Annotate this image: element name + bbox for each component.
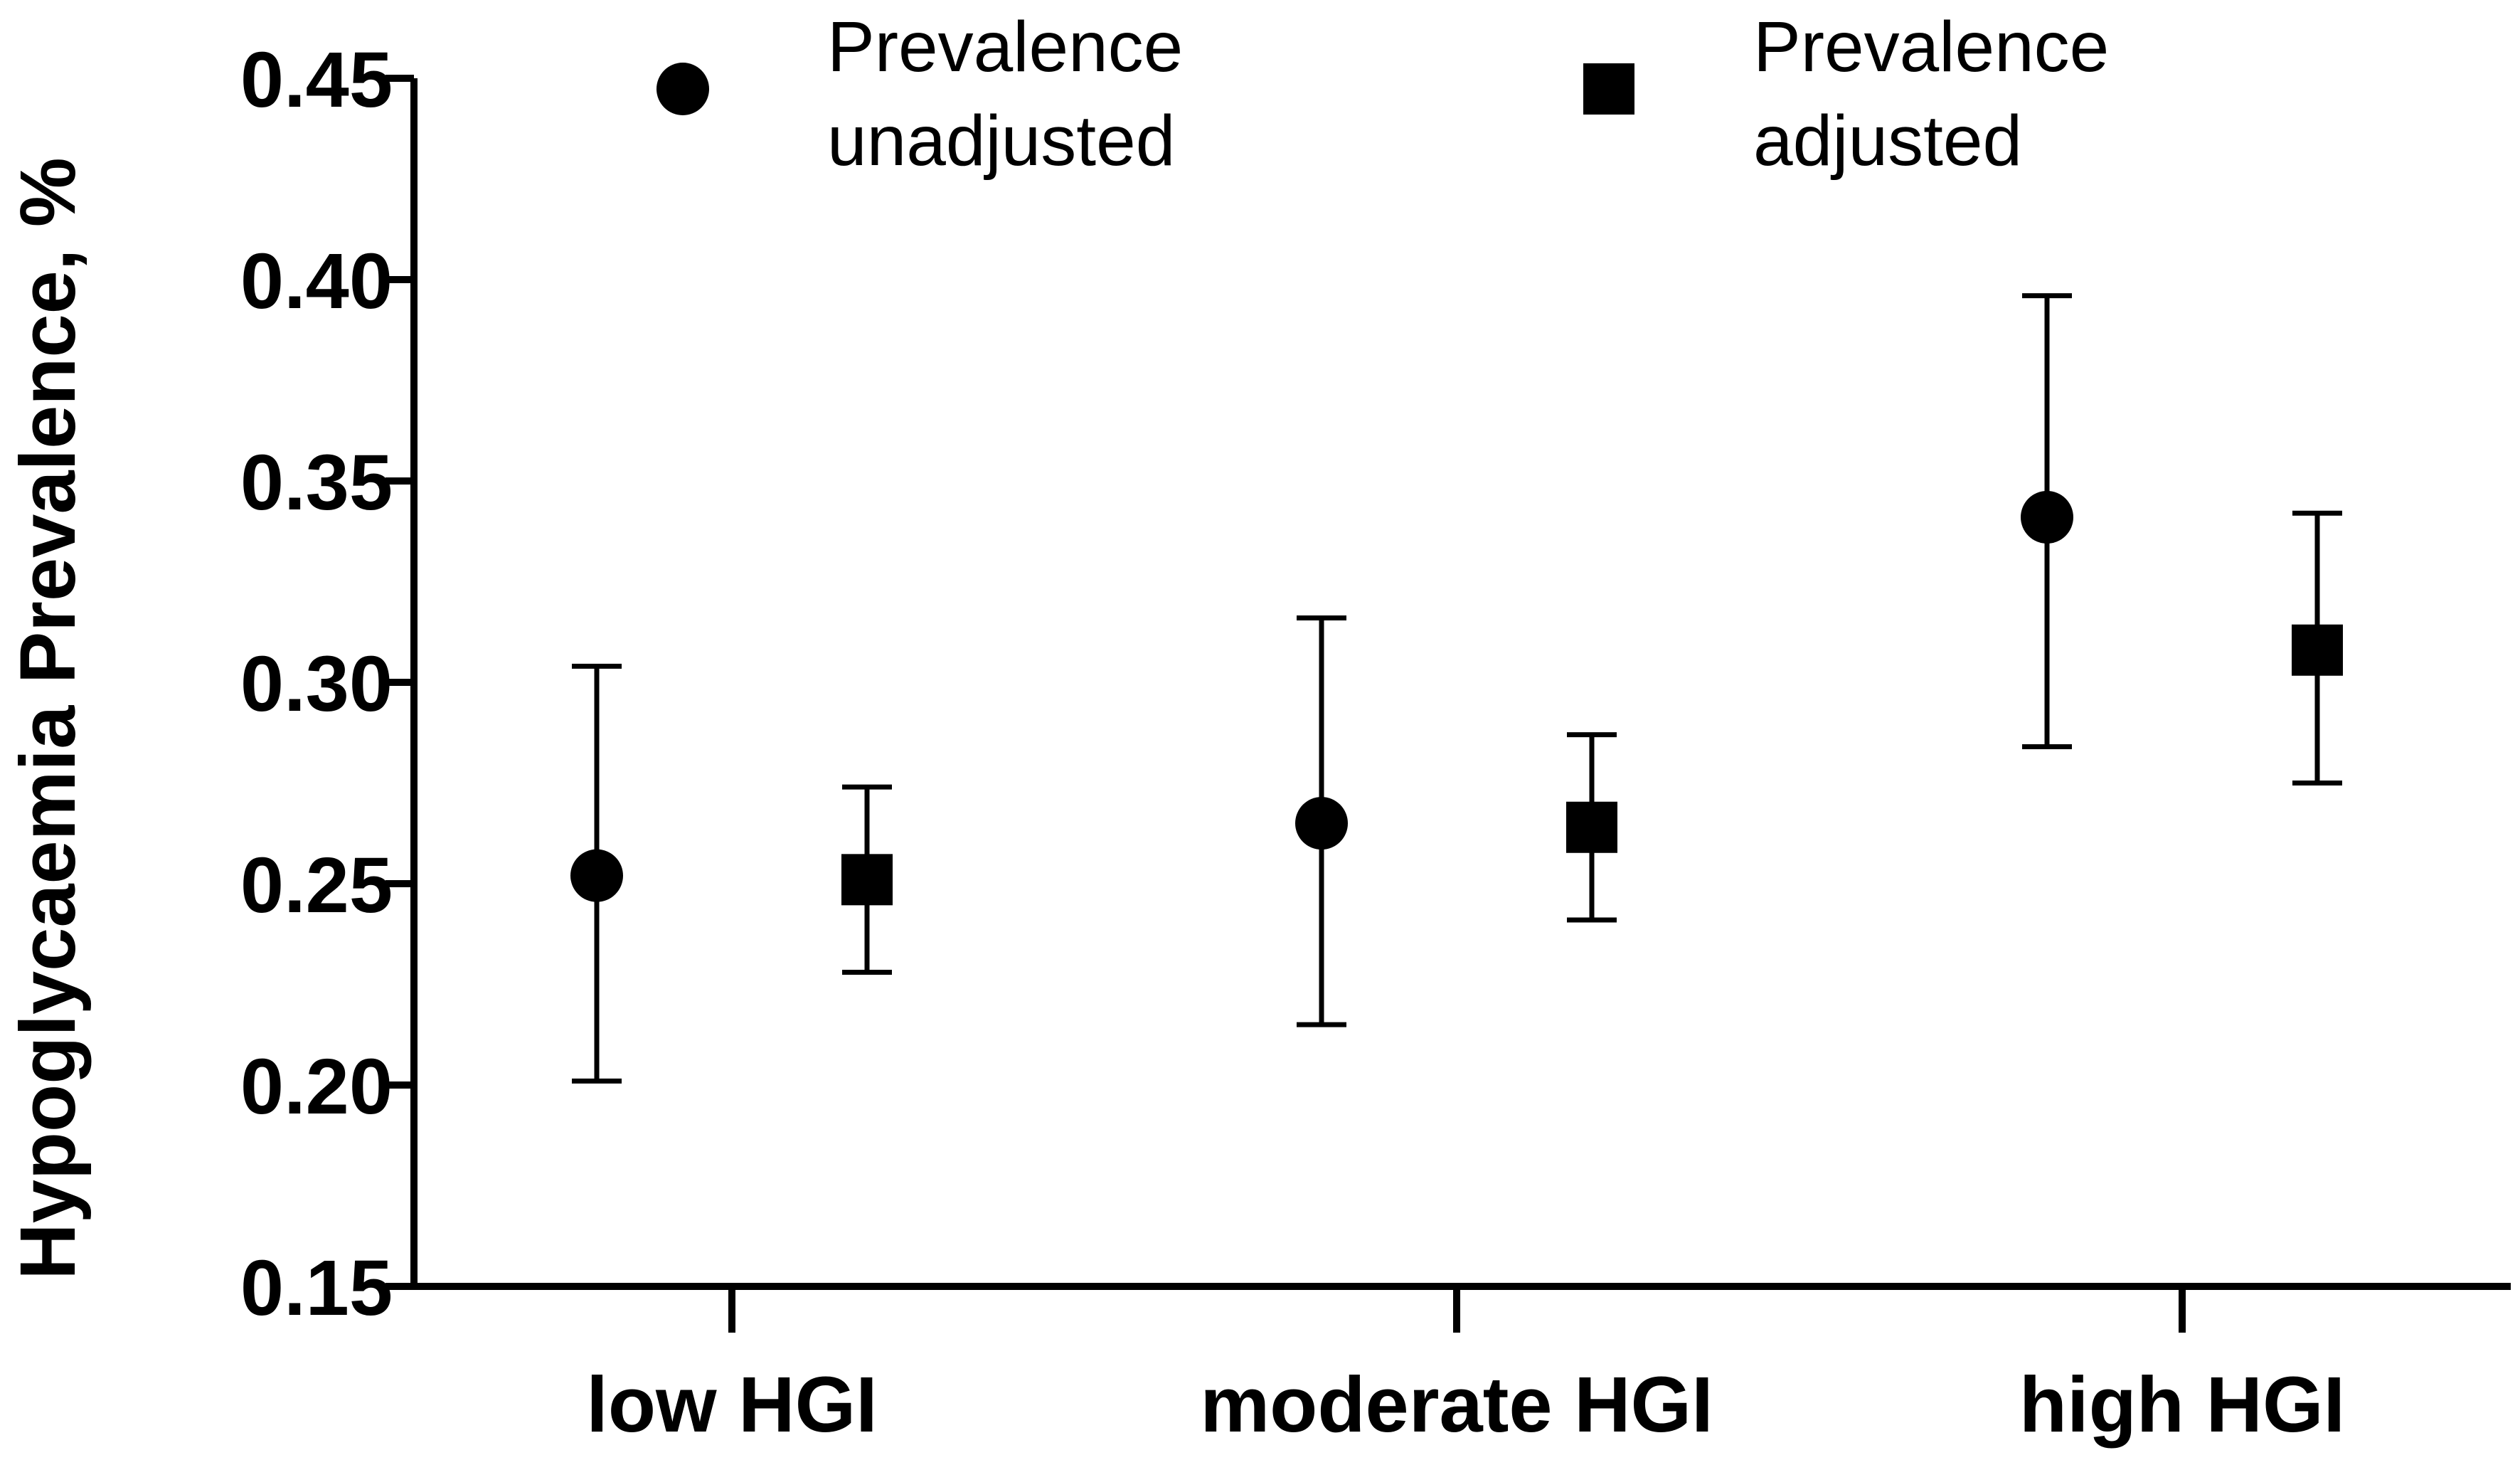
data-point-circle	[1295, 797, 1348, 850]
x-axis-ticks: low HGI moderate HGI high HGI	[586, 1286, 2345, 1449]
legend-label: Prevalence adjusted	[1753, 7, 2109, 181]
data-point-circle	[2021, 490, 2073, 544]
data-marks	[570, 293, 2343, 1084]
y-tick-label: 0.25	[240, 842, 393, 929]
legend-label-line: Prevalence	[1753, 7, 2109, 87]
x-tick-label: low HGI	[586, 1361, 877, 1449]
y-axis-title: Hypoglycaemia Prevalence, %	[4, 157, 92, 1280]
y-tick-label: 0.30	[240, 640, 393, 728]
y-tick-label: 0.20	[240, 1043, 393, 1131]
data-point-circle	[570, 849, 623, 902]
y-tick-label: 0.40	[240, 238, 393, 325]
legend-label-line: adjusted	[1753, 101, 2022, 181]
x-tick-label: moderate HGI	[1200, 1361, 1713, 1449]
y-axis-ticks: 0.15 0.20 0.25 0.30 0.35 0.40 0.45	[240, 36, 414, 1332]
x-tick-label: high HGI	[2019, 1361, 2345, 1449]
legend-label-line: unadjusted	[827, 101, 1175, 181]
y-tick-label: 0.15	[240, 1244, 393, 1332]
legend-label-line: Prevalence	[827, 7, 1183, 87]
data-point-square	[1566, 801, 1617, 853]
data-point-square	[2292, 624, 2343, 676]
axes	[410, 78, 2511, 1290]
legend-marker-circle	[656, 63, 709, 115]
y-tick-label: 0.45	[240, 36, 393, 124]
legend-label: Prevalence unadjusted	[827, 7, 1183, 181]
legend: Prevalence unadjusted Prevalence adjusted	[656, 7, 2109, 181]
y-tick-label: 0.35	[240, 439, 393, 527]
data-point-square	[841, 854, 893, 906]
legend-marker-square	[1583, 63, 1634, 115]
